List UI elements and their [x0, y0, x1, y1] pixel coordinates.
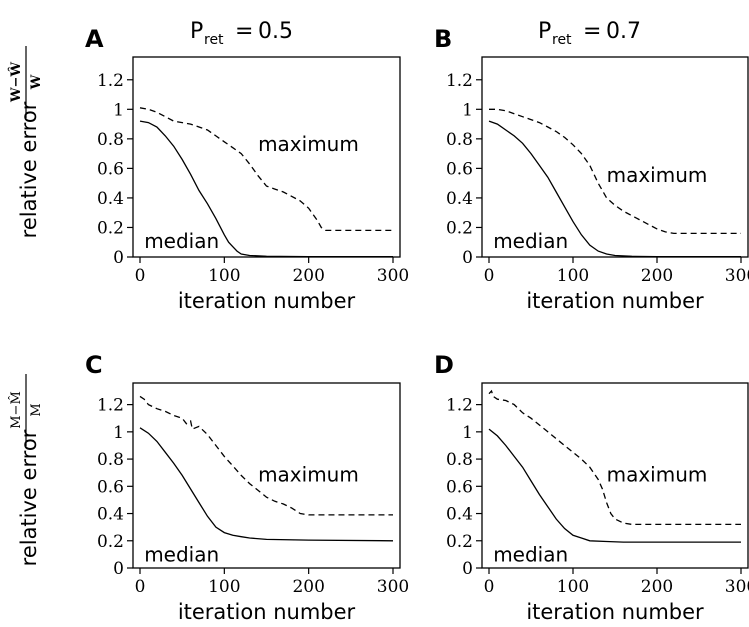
- x-tick-label: 0: [135, 266, 146, 286]
- y-tick-label: 0: [113, 559, 124, 579]
- column-title-right-value: 0.7: [606, 19, 641, 44]
- annotation-median: median: [144, 543, 219, 567]
- y-tick-label: 0.2: [97, 218, 124, 238]
- row-ylabel-top: relative error W−Ŵ W: [8, 46, 44, 238]
- x-tick-label: 300: [725, 577, 749, 597]
- annotation-median: median: [144, 229, 219, 253]
- y-tick-label: 1.2: [97, 71, 124, 91]
- x-axis-label: iteration number: [526, 289, 704, 313]
- y-tick-label: 0.6: [97, 159, 124, 179]
- y-tick-label: 0.4: [446, 189, 473, 209]
- series-median-line: [488, 428, 741, 543]
- x-tick-label: 100: [208, 266, 240, 286]
- column-title-left-prefix: P: [190, 19, 203, 44]
- panel-c: C 0 0.2 0.4 0.6 0.8 1 1.2 0 100 200 300 iteration nu…: [85, 351, 409, 624]
- y-tick-label: 0.6: [446, 159, 473, 179]
- y-tick-label: 0.6: [97, 477, 124, 497]
- x-axis-label: iteration number: [178, 289, 356, 313]
- y-tick-label: 0.6: [446, 477, 473, 497]
- y-tick-label: 1: [462, 423, 473, 443]
- y-tick-label: 0.2: [97, 532, 124, 552]
- annotation-maximum: maximum: [258, 462, 359, 486]
- y-tick-label: 0.2: [446, 218, 473, 238]
- panel-label: D: [434, 351, 454, 379]
- series-maximum-line: [489, 108, 741, 235]
- series-maximum-line: [139, 395, 393, 516]
- annotation-maximum: maximum: [607, 462, 708, 486]
- y-tick-label: 0.8: [446, 450, 473, 470]
- x-tick-label: 200: [292, 266, 324, 286]
- column-title-left-subscript: ret: [204, 32, 224, 48]
- series-median-line: [139, 120, 394, 258]
- ylabel-bottom-denominator: M: [29, 403, 44, 416]
- annotation-median: median: [493, 229, 568, 253]
- x-tick-label: 200: [641, 266, 673, 286]
- x-axis-label: iteration number: [178, 600, 356, 624]
- panel-label: C: [85, 351, 103, 379]
- x-tick-label: 0: [484, 577, 495, 597]
- y-tick-label: 0.4: [97, 189, 124, 209]
- column-title-left-equals: =: [235, 19, 253, 44]
- ylabel-bottom-numerator: M−M̂: [8, 391, 24, 429]
- x-tick-label: 200: [641, 577, 673, 597]
- plot-frame: [481, 382, 749, 569]
- panel-d: D 0 0.2 0.4 0.6 0.8 1 1.2 0 100 200 300 iteration nu…: [434, 351, 749, 624]
- column-title-right: P ret = 0.7: [538, 19, 641, 48]
- x-tick-label: 300: [725, 266, 749, 286]
- y-tick-label: 1.2: [446, 71, 473, 91]
- x-tick-label: 200: [292, 577, 324, 597]
- y-tick-label: 1.2: [97, 396, 124, 416]
- y-tick-label: 0.8: [97, 130, 124, 150]
- plot-frame: [132, 382, 401, 569]
- y-tick-label: 0.8: [446, 130, 473, 150]
- y-tick-label: 1: [113, 100, 124, 120]
- annotation-maximum: maximum: [258, 132, 359, 156]
- x-tick-label: 100: [208, 577, 240, 597]
- ylabel-top-denominator: W: [29, 74, 44, 90]
- column-title-left: P ret = 0.5: [190, 19, 293, 48]
- panel-b: B 0 0.2 0.4 0.6 0.8 1 1.2 0 100 200 300 iteration nu…: [434, 25, 749, 313]
- row-ylabel-bottom: relative error M−M̂ M: [8, 374, 44, 566]
- x-tick-label: 0: [484, 266, 495, 286]
- column-title-right-equals: =: [583, 19, 601, 44]
- column-title-right-prefix: P: [538, 19, 551, 44]
- y-tick-label: 0.4: [97, 505, 124, 525]
- ylabel-top-numerator: W−Ŵ: [8, 62, 24, 103]
- y-tick-label: 0: [462, 559, 473, 579]
- x-axis-label: iteration number: [526, 600, 704, 624]
- x-tick-label: 100: [557, 577, 589, 597]
- panel-a: A 0 0.2 0.4 0.6 0.8 1 1.2 0 100 200 300 iteration nu…: [85, 25, 409, 313]
- y-tick-label: 0: [462, 248, 473, 268]
- panel-label: A: [85, 25, 104, 53]
- ylabel-relative-error-top: relative error: [17, 101, 41, 238]
- column-title-left-value: 0.5: [258, 19, 293, 44]
- series-median-line: [488, 120, 742, 258]
- y-tick-label: 1: [113, 423, 124, 443]
- plot-frame: [481, 56, 749, 258]
- y-tick-label: 0.2: [446, 532, 473, 552]
- series-maximum-line: [488, 389, 741, 526]
- plot-frame: [132, 56, 401, 258]
- y-tick-label: 0: [113, 248, 124, 268]
- series-maximum-line: [139, 107, 393, 232]
- y-tick-label: 0.8: [97, 450, 124, 470]
- series-median-line: [139, 427, 394, 542]
- panel-label: B: [434, 25, 452, 53]
- column-title-right-subscript: ret: [552, 32, 572, 48]
- x-tick-label: 100: [557, 266, 589, 286]
- x-tick-label: 300: [377, 577, 409, 597]
- x-tick-label: 0: [135, 577, 146, 597]
- ylabel-relative-error-bottom: relative error: [17, 429, 41, 566]
- y-tick-label: 1: [462, 100, 473, 120]
- y-tick-label: 0.4: [446, 505, 473, 525]
- x-tick-label: 300: [377, 266, 409, 286]
- annotation-maximum: maximum: [607, 163, 708, 187]
- annotation-median: median: [493, 543, 568, 567]
- y-tick-label: 1.2: [446, 396, 473, 416]
